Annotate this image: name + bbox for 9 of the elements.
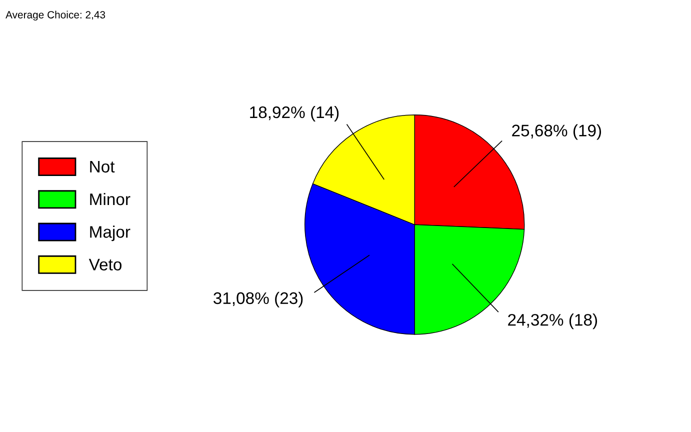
data-label: 31,08% (23) [214, 292, 303, 308]
data-label: 18,92% (14) [250, 106, 339, 122]
legend-label: Major [90, 226, 130, 242]
legend-label: Not [90, 160, 115, 173]
chart-title: Average Choice: 2,43 [6, 10, 106, 21]
data-label: 24,32% (18) [508, 314, 598, 330]
data-label: 25,68% (19) [512, 124, 602, 140]
legend-label: Veto [88, 258, 122, 270]
legend-label: Minor [90, 192, 130, 206]
